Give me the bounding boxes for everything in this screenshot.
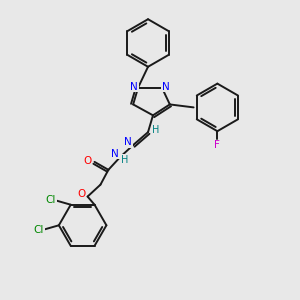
Text: N: N [130, 82, 138, 92]
Text: Cl: Cl [34, 225, 44, 235]
Text: O: O [77, 189, 86, 199]
Text: H: H [121, 155, 128, 165]
Text: N: N [162, 82, 170, 92]
Text: N: N [124, 137, 132, 147]
Text: O: O [83, 156, 92, 166]
Text: N: N [111, 149, 119, 159]
Text: F: F [214, 140, 220, 150]
Text: Cl: Cl [46, 195, 56, 205]
Text: H: H [152, 125, 160, 135]
